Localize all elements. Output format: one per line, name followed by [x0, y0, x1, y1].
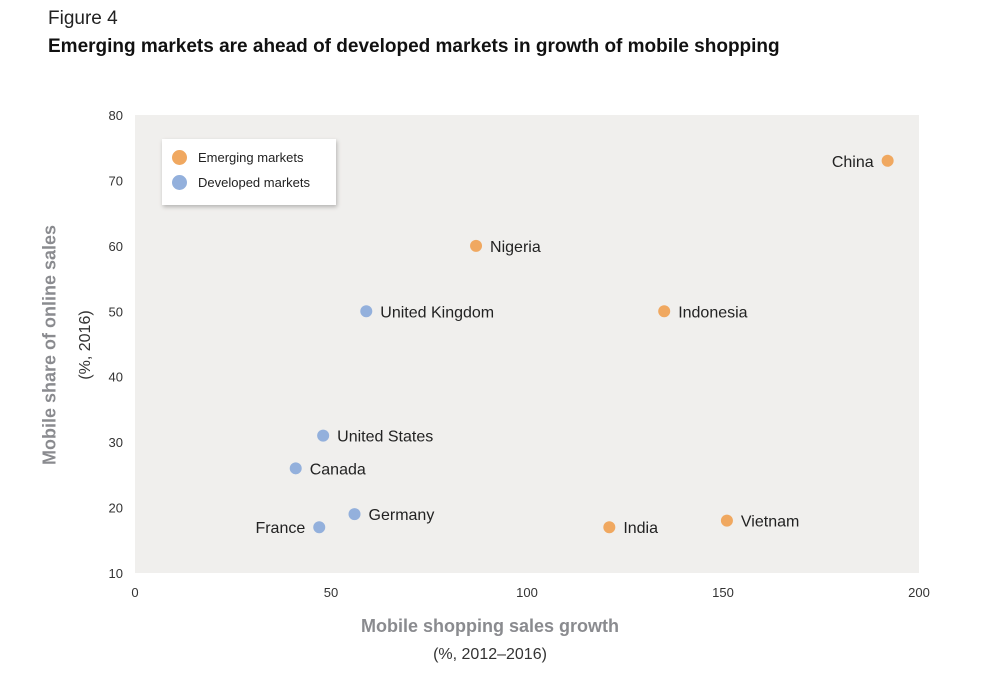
legend-label-emerging: Emerging markets: [198, 150, 304, 165]
data-label: Vietnam: [741, 514, 799, 531]
x-tick-label: 200: [908, 585, 930, 600]
y-tick-label: 20: [109, 501, 123, 516]
data-point: [348, 508, 361, 521]
y-axis-subtitle: (%, 2016): [77, 310, 94, 380]
data-label: India: [623, 520, 658, 537]
y-tick-label: 70: [109, 173, 123, 188]
legend-swatch-emerging: [172, 150, 187, 165]
legend-label-developed: Developed markets: [198, 175, 310, 190]
data-label: United States: [337, 429, 433, 446]
data-label: United Kingdom: [380, 304, 494, 321]
x-axis-title: Mobile shopping sales growth: [360, 616, 620, 636]
data-label: Canada: [310, 461, 366, 478]
data-label: France: [255, 520, 305, 537]
data-point: [881, 154, 894, 167]
x-axis-subtitle: (%, 2012–2016): [433, 646, 547, 663]
data-point: [360, 305, 373, 318]
legend-item-developed: Developed markets: [172, 175, 310, 190]
chart-title: Emerging markets are ahead of developed …: [48, 36, 780, 57]
data-label: Indonesia: [678, 304, 747, 321]
data-label: China: [832, 154, 874, 171]
data-point: [317, 429, 330, 442]
data-label: Nigeria: [490, 239, 541, 256]
x-tick-label: 50: [324, 585, 338, 600]
y-tick-label: 30: [109, 435, 123, 450]
x-tick-label: 100: [516, 585, 538, 600]
y-tick-label: 80: [109, 108, 123, 123]
y-tick-label: 50: [109, 304, 123, 319]
legend-item-emerging: Emerging markets: [172, 150, 303, 165]
figure-label: Figure 4: [48, 8, 118, 29]
data-point: [658, 305, 671, 318]
x-tick-label: 150: [712, 585, 734, 600]
data-label: Germany: [369, 507, 435, 524]
legend: Emerging markets Developed markets: [162, 139, 336, 205]
data-point: [603, 521, 616, 534]
y-tick-label: 40: [109, 370, 123, 385]
legend-swatch-developed: [172, 175, 187, 190]
y-axis-title: Mobile share of online sales: [39, 224, 60, 466]
data-point: [289, 462, 302, 475]
data-point: [720, 514, 733, 527]
y-tick-label: 10: [109, 566, 123, 581]
x-tick-label: 0: [131, 585, 138, 600]
data-point: [313, 521, 326, 534]
y-tick-label: 60: [109, 239, 123, 254]
data-point: [470, 239, 483, 252]
